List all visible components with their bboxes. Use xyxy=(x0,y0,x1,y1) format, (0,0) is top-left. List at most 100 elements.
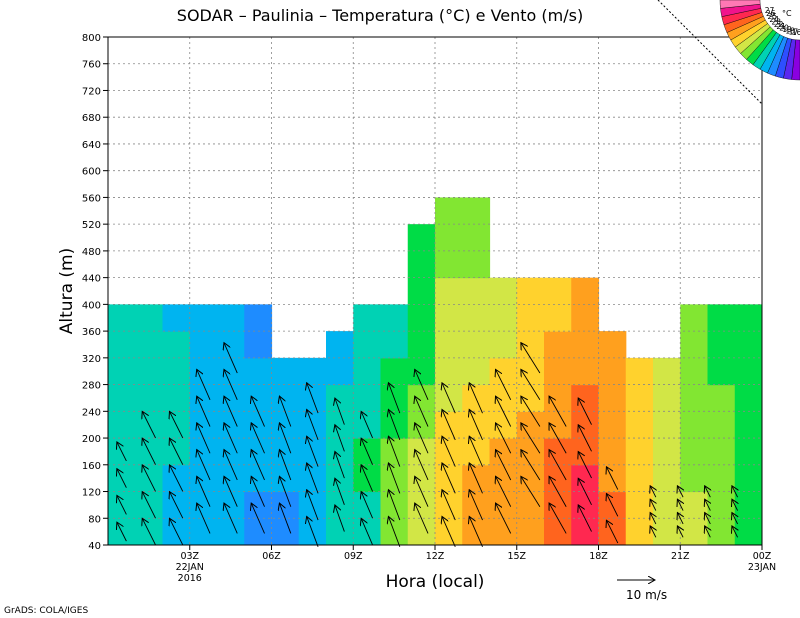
temperature-cell xyxy=(489,411,518,439)
temperature-cell xyxy=(462,197,491,225)
temperature-cell xyxy=(189,357,218,386)
temperature-cell xyxy=(544,438,572,466)
y-tick-label: 680 xyxy=(82,113,101,124)
temperature-cell xyxy=(598,438,627,466)
temperature-cell xyxy=(571,277,600,305)
wind-arrow xyxy=(732,499,738,511)
temperature-cell xyxy=(516,464,545,493)
temperature-cell xyxy=(653,464,681,493)
wind-arrow xyxy=(335,505,345,532)
temperature-cell xyxy=(244,357,273,386)
temperature-cell xyxy=(217,357,245,386)
wind-arrow xyxy=(197,450,211,481)
wind-arrow xyxy=(169,518,184,546)
temperature-cell xyxy=(407,491,436,519)
temperature-cell xyxy=(462,277,491,305)
wind-arrow xyxy=(117,522,127,542)
wind-arrow xyxy=(578,478,592,506)
temperature-cell xyxy=(244,411,273,439)
temperature-cell xyxy=(462,304,491,332)
temperature-cell xyxy=(271,518,300,545)
temperature-cell xyxy=(435,224,463,252)
temperature-cell xyxy=(707,438,736,466)
wind-arrow xyxy=(442,409,456,441)
wind-arrow xyxy=(388,409,401,441)
temperature-cell xyxy=(162,304,191,332)
wind-arrow xyxy=(197,369,211,400)
temperature-cell xyxy=(189,491,218,519)
wind-arrow xyxy=(142,492,156,519)
temperature-cell xyxy=(326,438,354,466)
temperature-cell xyxy=(516,357,545,386)
wind-arrow xyxy=(442,463,456,494)
temperature-cell xyxy=(162,384,191,412)
temperature-cell xyxy=(571,491,600,519)
temperature-cell xyxy=(734,438,762,466)
wind-arrow xyxy=(705,513,711,525)
temperature-cell xyxy=(489,331,518,359)
temperature-cell xyxy=(462,357,491,386)
y-tick-label: 120 xyxy=(82,488,101,499)
colorbar-level-label: 24 xyxy=(769,15,779,24)
wind-arrow xyxy=(469,383,483,414)
temperature-cell xyxy=(217,464,245,493)
temperature-cell xyxy=(734,304,762,332)
wind-arrow xyxy=(442,516,456,548)
wind-arrow xyxy=(705,526,711,538)
wind-arrow xyxy=(169,438,184,465)
temperature-cell xyxy=(380,357,409,386)
temperature-cell xyxy=(489,277,518,305)
temperature-cell xyxy=(680,491,709,519)
temperature-cell xyxy=(707,331,736,359)
wind-arrow xyxy=(361,492,373,519)
wind-arrow xyxy=(251,423,265,454)
temperature-field xyxy=(108,197,762,545)
reference-vector-label: 10 m/s xyxy=(626,588,667,602)
temperature-cell xyxy=(108,357,136,386)
x-tick-label: 22JAN xyxy=(176,562,204,573)
temperature-cell xyxy=(135,331,164,359)
temperature-cell xyxy=(489,438,518,466)
temperature-cell xyxy=(380,331,409,359)
x-tick-label: 12Z xyxy=(426,551,445,562)
x-tick-label: 2016 xyxy=(178,573,202,584)
temperature-cell xyxy=(544,411,572,439)
wind-arrow xyxy=(549,396,567,427)
wind-arrow xyxy=(335,478,345,505)
wind-arrow xyxy=(117,469,127,488)
temperature-cell xyxy=(653,384,681,412)
wind-arrow xyxy=(388,516,401,547)
y-tick-label: 400 xyxy=(82,300,101,311)
wind-vectors xyxy=(117,343,738,548)
wind-arrow xyxy=(677,499,683,511)
temperature-cell xyxy=(244,518,273,545)
wind-arrow xyxy=(521,423,541,454)
temperature-cell xyxy=(571,304,600,332)
temperature-cell xyxy=(189,411,218,439)
temperature-cell xyxy=(734,357,762,386)
x-tick-label: 06Z xyxy=(262,551,281,562)
temperature-cell xyxy=(462,250,491,279)
wind-arrow xyxy=(197,476,211,507)
y-tick-label: 200 xyxy=(82,434,101,445)
x-axis-label: Hora (local) xyxy=(386,572,485,592)
wind-arrow xyxy=(388,436,401,467)
wind-arrow xyxy=(279,503,292,534)
y-tick-label: 640 xyxy=(82,140,101,151)
colorbar-swatch xyxy=(719,0,761,9)
temperature-cell xyxy=(271,357,300,386)
temperature-cell xyxy=(598,384,627,412)
temperature-cell xyxy=(571,518,600,545)
y-tick-label: 240 xyxy=(82,407,101,418)
temperature-cell xyxy=(544,518,572,545)
wind-arrow xyxy=(606,467,619,490)
temperature-cell xyxy=(516,518,545,545)
y-tick-label: 40 xyxy=(88,541,101,552)
wind-arrow xyxy=(469,436,483,467)
wind-arrow xyxy=(415,396,429,427)
x-tick-label: 18Z xyxy=(589,551,608,562)
wind-arrow xyxy=(307,436,319,467)
temperature-cell xyxy=(734,464,762,493)
wind-arrow xyxy=(224,343,238,374)
